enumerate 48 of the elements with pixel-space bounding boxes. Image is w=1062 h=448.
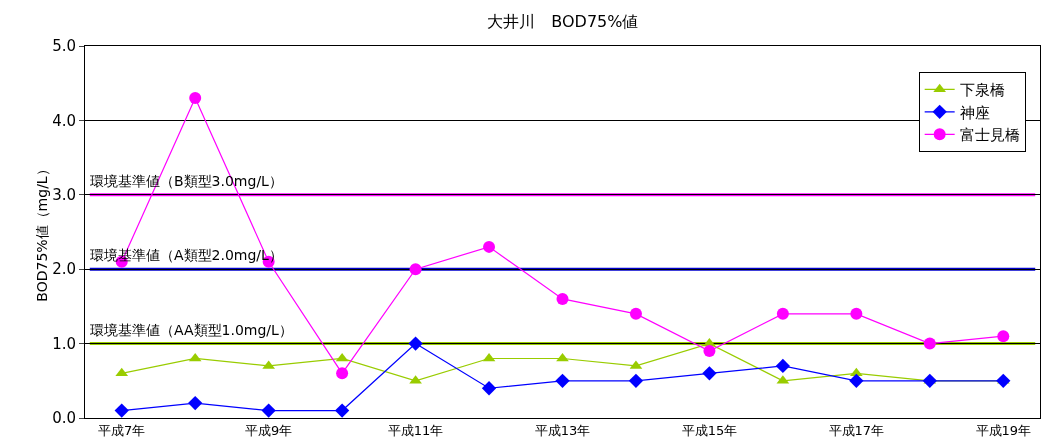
x-tick-label: 平成13年	[534, 422, 591, 438]
point	[850, 307, 863, 320]
y-tick-label: 0.0	[52, 409, 76, 428]
point	[997, 330, 1010, 343]
legend-label: 富士見橋	[959, 126, 1020, 145]
point	[629, 307, 642, 320]
point	[702, 366, 717, 381]
point	[923, 337, 936, 350]
point	[703, 345, 716, 358]
x-tick-label: 平成9年	[245, 422, 293, 438]
point	[556, 352, 569, 362]
point	[482, 352, 496, 362]
point	[775, 358, 791, 374]
point	[335, 352, 349, 362]
legend-label: 神座	[959, 103, 990, 122]
point	[996, 373, 1011, 388]
point	[115, 367, 129, 377]
x-tick-label: 平成19年	[975, 422, 1032, 438]
point	[556, 292, 569, 305]
y-tick-label: 1.0	[52, 334, 76, 353]
point	[408, 336, 423, 351]
point	[776, 307, 789, 320]
y-tick-label: 4.0	[52, 111, 76, 130]
x-tick-label: 平成11年	[387, 422, 444, 438]
point	[188, 395, 203, 411]
x-tick-label: 平成17年	[828, 422, 885, 438]
point	[628, 373, 644, 388]
legend-label: 下泉橋	[959, 81, 1005, 100]
point	[481, 381, 497, 396]
point	[334, 403, 350, 418]
point	[849, 373, 864, 388]
point	[189, 92, 202, 105]
point	[555, 373, 570, 388]
point	[261, 403, 276, 418]
ref-line-label: 環境基準値（AA類型1.0mg/L）	[90, 322, 293, 338]
x-tick-label: 平成7年	[98, 422, 146, 438]
chart-title: 大井川 BOD75%値	[487, 11, 639, 31]
point	[483, 240, 496, 253]
point	[922, 373, 937, 388]
point	[114, 403, 129, 418]
point	[409, 263, 422, 276]
point	[336, 367, 349, 380]
y-tick-label: 3.0	[52, 186, 76, 205]
point	[188, 352, 202, 362]
y-axis-title: BOD75%値（mg/L）	[34, 162, 50, 302]
y-tick-label: 5.0	[52, 37, 76, 56]
x-tick-label: 平成15年	[681, 422, 738, 438]
y-tick-label: 2.0	[52, 260, 76, 279]
